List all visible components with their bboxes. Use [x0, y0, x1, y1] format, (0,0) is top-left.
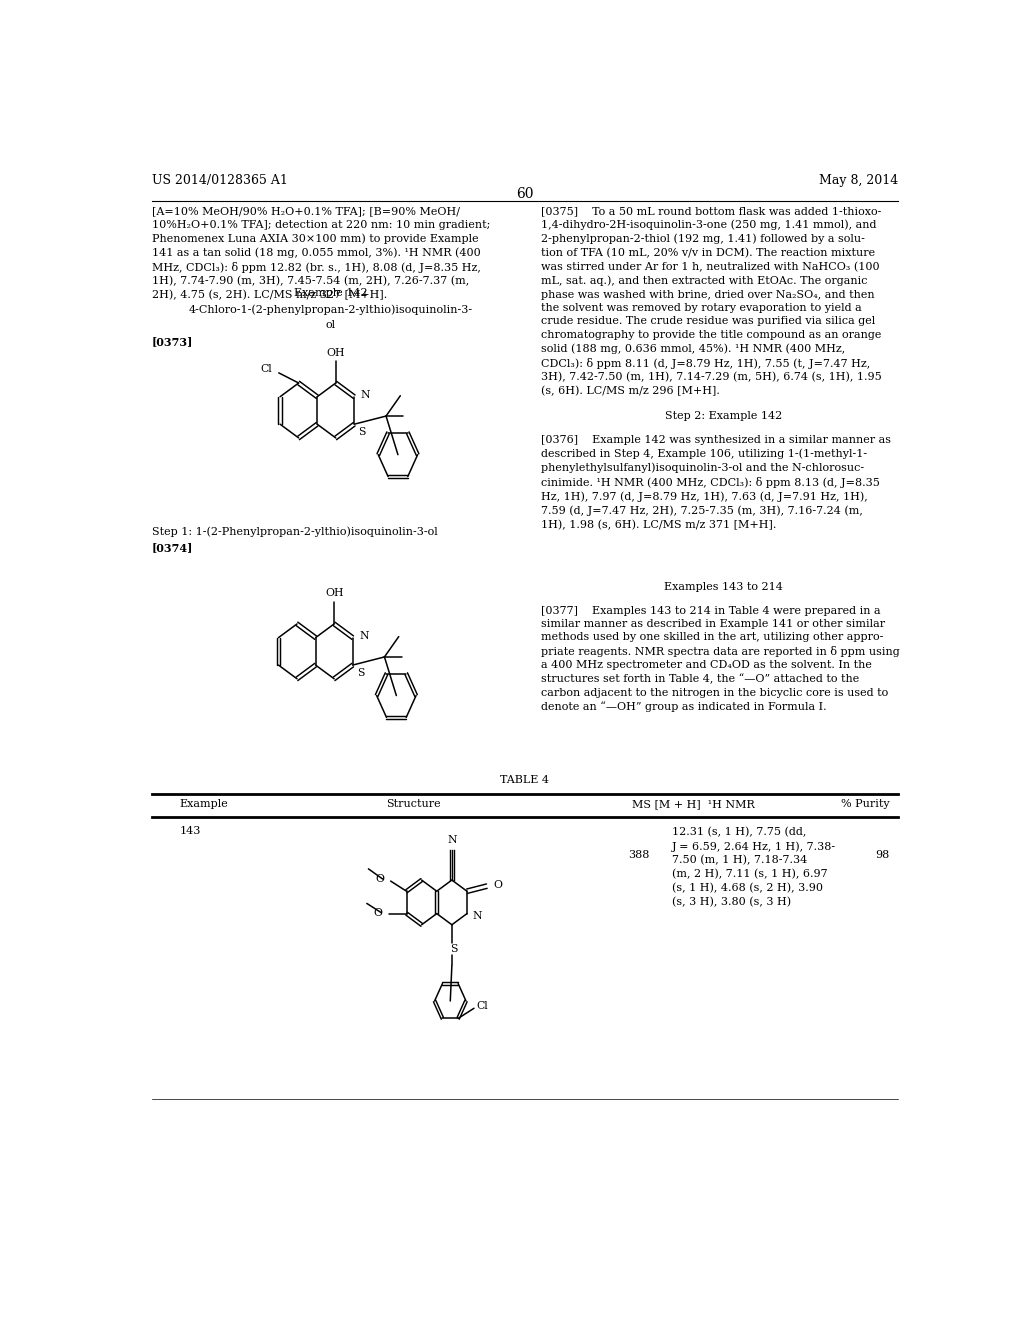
Text: Structure: Structure — [386, 799, 441, 809]
Text: [A=10% MeOH/90% H₂O+0.1% TFA]; [B=90% MeOH/
10%H₂O+0.1% TFA]; detection at 220 n: [A=10% MeOH/90% H₂O+0.1% TFA]; [B=90% Me… — [152, 206, 490, 301]
Text: 4-Chloro-1-(2-phenylpropan-2-ylthio)isoquinolin-3-: 4-Chloro-1-(2-phenylpropan-2-ylthio)isoq… — [188, 305, 472, 315]
Text: N: N — [359, 631, 369, 640]
Text: O: O — [494, 880, 502, 890]
Text: O: O — [375, 874, 384, 884]
Text: Step 1: 1-(2-Phenylpropan-2-ylthio)isoquinolin-3-ol: Step 1: 1-(2-Phenylpropan-2-ylthio)isoqu… — [152, 527, 437, 537]
Text: OH: OH — [327, 347, 345, 358]
Text: Cl: Cl — [476, 1002, 488, 1011]
Text: [0374]: [0374] — [152, 543, 194, 553]
Text: S: S — [450, 944, 457, 954]
Text: 143: 143 — [179, 826, 201, 837]
Text: 388: 388 — [628, 850, 649, 859]
Text: S: S — [356, 668, 365, 678]
Text: Example: Example — [179, 799, 228, 809]
Text: Step 2: Example 142: Step 2: Example 142 — [665, 411, 782, 421]
Text: [0377]    Examples 143 to 214 in Table 4 were prepared in a
similar manner as de: [0377] Examples 143 to 214 in Table 4 we… — [541, 606, 899, 713]
Text: 98: 98 — [876, 850, 890, 859]
Text: US 2014/0128365 A1: US 2014/0128365 A1 — [152, 174, 288, 186]
Text: Examples 143 to 214: Examples 143 to 214 — [664, 582, 782, 593]
Text: O: O — [374, 908, 383, 917]
Text: 60: 60 — [516, 187, 534, 201]
Text: TABLE 4: TABLE 4 — [501, 775, 549, 785]
Text: OH: OH — [325, 589, 343, 598]
Text: May 8, 2014: May 8, 2014 — [818, 174, 898, 186]
Text: [0373]: [0373] — [152, 335, 194, 347]
Text: [0375]    To a 50 mL round bottom flask was added 1-thioxo-
1,4-dihydro-2H-isoqu: [0375] To a 50 mL round bottom flask was… — [541, 206, 882, 396]
Text: S: S — [358, 428, 366, 437]
Text: 12.31 (s, 1 H), 7.75 (dd,
J = 6.59, 2.64 Hz, 1 H), 7.38-
7.50 (m, 1 H), 7.18-7.3: 12.31 (s, 1 H), 7.75 (dd, J = 6.59, 2.64… — [672, 828, 836, 907]
Text: % Purity: % Purity — [842, 799, 890, 809]
Text: N: N — [472, 911, 482, 920]
Text: N: N — [360, 389, 370, 400]
Text: [0376]    Example 142 was synthesized in a similar manner as
described in Step 4: [0376] Example 142 was synthesized in a … — [541, 434, 891, 531]
Text: Example 142: Example 142 — [294, 288, 368, 297]
Text: MS [M + H]  ¹H NMR: MS [M + H] ¹H NMR — [632, 799, 755, 809]
Text: Cl: Cl — [261, 364, 272, 374]
Text: ol: ol — [326, 319, 336, 330]
Text: N: N — [447, 836, 457, 845]
